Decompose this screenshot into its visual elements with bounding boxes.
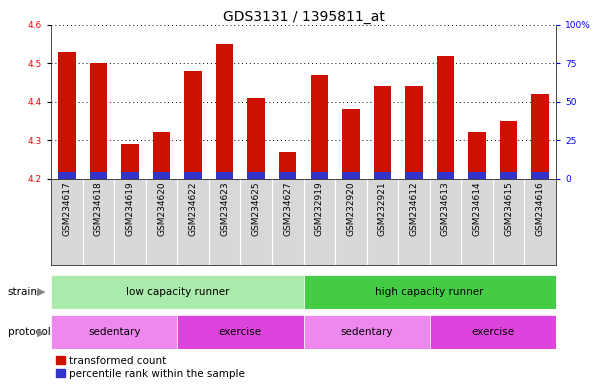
Text: exercise: exercise	[471, 327, 514, 337]
Bar	[468, 172, 486, 179]
Legend: transformed count, percentile rank within the sample: transformed count, percentile rank withi…	[56, 356, 245, 379]
Text: GSM234615: GSM234615	[504, 181, 513, 236]
Text: exercise: exercise	[219, 327, 262, 337]
Text: GSM234627: GSM234627	[283, 181, 292, 236]
Bar	[405, 86, 423, 179]
Bar	[500, 121, 517, 179]
Bar	[90, 172, 107, 179]
Title: GDS3131 / 1395811_at: GDS3131 / 1395811_at	[222, 10, 385, 24]
Text: GSM232919: GSM232919	[315, 181, 324, 236]
Bar	[430, 315, 556, 349]
Bar	[216, 172, 233, 179]
Text: strain: strain	[8, 287, 38, 297]
Bar	[437, 56, 454, 179]
Bar	[51, 275, 304, 309]
Bar	[279, 152, 296, 179]
Text: GSM234620: GSM234620	[157, 181, 166, 236]
Text: sedentary: sedentary	[340, 327, 393, 337]
Bar	[531, 172, 549, 179]
Bar	[304, 275, 556, 309]
Text: protocol: protocol	[8, 327, 50, 337]
Text: GSM234616: GSM234616	[535, 181, 545, 236]
Bar	[51, 315, 177, 349]
Bar	[121, 172, 139, 179]
Text: GSM234622: GSM234622	[189, 181, 198, 236]
Bar	[279, 172, 296, 179]
Bar	[311, 75, 328, 179]
Bar	[500, 172, 517, 179]
Text: GSM232920: GSM232920	[346, 181, 355, 236]
Text: GSM234623: GSM234623	[220, 181, 229, 236]
Text: GSM234618: GSM234618	[94, 181, 103, 236]
Bar	[153, 172, 170, 179]
Text: GSM234612: GSM234612	[409, 181, 418, 236]
Bar	[311, 172, 328, 179]
Text: GSM234625: GSM234625	[252, 181, 261, 236]
Text: GSM234619: GSM234619	[126, 181, 135, 236]
Text: ▶: ▶	[37, 327, 45, 337]
Bar	[531, 94, 549, 179]
Text: low capacity runner: low capacity runner	[126, 287, 229, 297]
Bar	[185, 71, 202, 179]
Bar	[177, 315, 304, 349]
Bar	[248, 172, 265, 179]
Bar	[58, 172, 76, 179]
Bar	[153, 132, 170, 179]
Bar	[342, 172, 359, 179]
Bar	[374, 86, 391, 179]
Bar	[468, 132, 486, 179]
Text: ▶: ▶	[37, 287, 45, 297]
Bar	[405, 172, 423, 179]
Bar	[185, 172, 202, 179]
Bar	[216, 44, 233, 179]
Bar	[121, 144, 139, 179]
Bar	[374, 172, 391, 179]
Bar	[90, 63, 107, 179]
Bar	[342, 109, 359, 179]
Text: GSM234614: GSM234614	[472, 181, 481, 236]
Text: sedentary: sedentary	[88, 327, 141, 337]
Text: GSM232921: GSM232921	[378, 181, 387, 236]
Text: GSM234617: GSM234617	[63, 181, 72, 236]
Text: GSM234613: GSM234613	[441, 181, 450, 236]
Bar	[58, 52, 76, 179]
Bar	[437, 172, 454, 179]
Text: high capacity runner: high capacity runner	[376, 287, 484, 297]
Bar	[248, 98, 265, 179]
Bar	[304, 315, 430, 349]
